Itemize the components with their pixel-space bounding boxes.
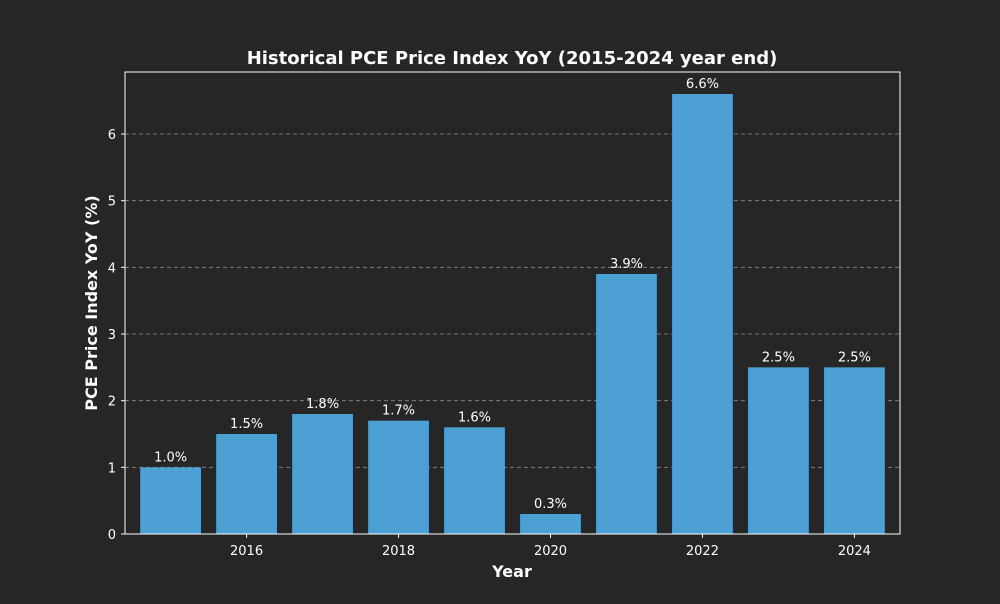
data-labels: 1.0% 1.5% 1.8% 1.7% 1.6% 0.3% 3.9% 6.6% 2.5% 2.5% [154, 77, 871, 512]
data-label-2019: 1.6% [458, 410, 491, 425]
bar-2018 [368, 420, 429, 534]
data-label-2017: 1.8% [306, 397, 339, 412]
x-axis-ticks: 2016 2018 2020 2022 2024 [230, 534, 871, 559]
bars [140, 94, 885, 534]
data-label-2016: 1.5% [230, 417, 263, 432]
x-axis-label: Year [491, 562, 532, 581]
y-tick-label: 2 [108, 395, 116, 410]
bar-2017 [292, 414, 353, 534]
data-label-2015: 1.0% [154, 450, 187, 465]
data-label-2023: 2.5% [762, 350, 795, 365]
y-axis-label: PCE Price Index YoY (%) [82, 195, 101, 410]
y-tick-label: 0 [108, 528, 116, 543]
x-tick-label: 2020 [534, 544, 567, 559]
data-label-2018: 1.7% [382, 404, 415, 419]
bar-2015 [140, 467, 201, 534]
bar-2023 [748, 367, 809, 534]
data-label-2024: 2.5% [838, 350, 871, 365]
x-tick-label: 2016 [230, 544, 263, 559]
x-tick-label: 2018 [382, 544, 415, 559]
bar-2016 [216, 434, 277, 534]
bar-2024 [824, 367, 885, 534]
y-tick-label: 6 [108, 128, 116, 143]
x-tick-label: 2022 [686, 544, 719, 559]
y-axis-ticks: 0 1 2 3 4 5 6 [108, 128, 125, 543]
x-tick-label: 2024 [838, 544, 871, 559]
y-tick-label: 3 [108, 328, 116, 343]
data-label-2022: 6.6% [686, 77, 719, 92]
plot-frame [124, 71, 901, 535]
data-label-2020: 0.3% [534, 497, 567, 512]
y-tick-label: 4 [108, 261, 116, 276]
y-tick-label: 1 [108, 461, 116, 476]
chart-title: Historical PCE Price Index YoY (2015-202… [247, 48, 778, 69]
data-label-2021: 3.9% [610, 257, 643, 272]
bar-2021 [596, 274, 657, 534]
bar-2019 [444, 427, 505, 534]
bar-2020 [520, 514, 581, 534]
y-tick-label: 5 [108, 195, 116, 210]
bar-2022 [672, 94, 733, 534]
